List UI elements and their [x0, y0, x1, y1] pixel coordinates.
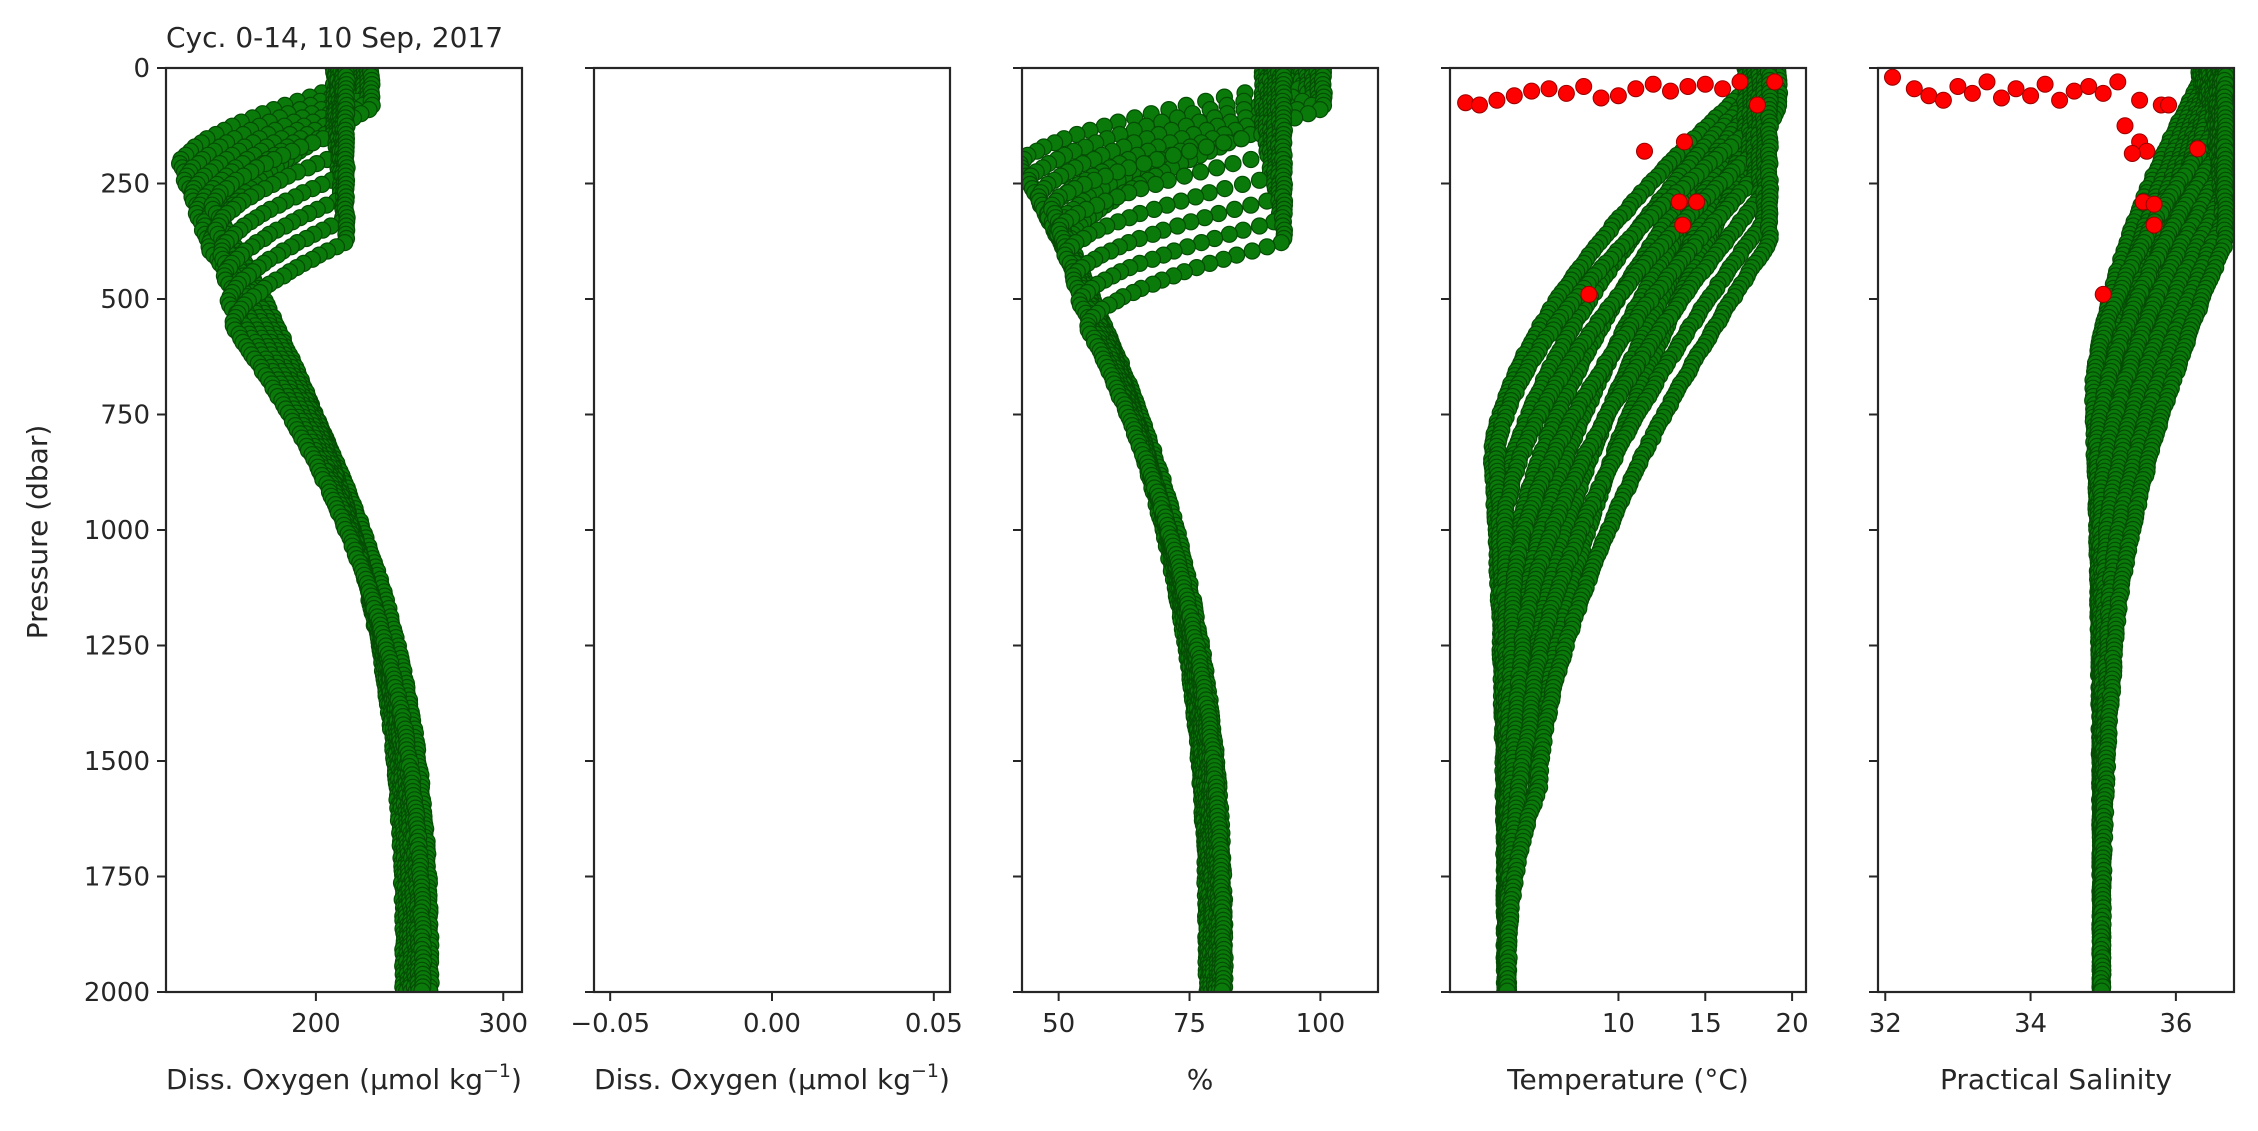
panel-doxy_raw: −0.05 0.00 0.05 Diss. Oxygen (μmol kg−1) — [570, 66, 963, 1096]
x-tick-label: −0.05 — [570, 1009, 650, 1039]
panel-doxy: 0 250 500 750 1000 1250 1500 1750 2000 200 300 Diss… — [84, 54, 528, 1096]
data-point — [1216, 180, 1234, 198]
y-tick-label: 2000 — [84, 978, 150, 1008]
data-point — [1242, 196, 1260, 214]
y-tick-label: 1750 — [84, 863, 150, 893]
data-point — [1242, 150, 1260, 169]
x-tick-label: 200 — [291, 1009, 341, 1039]
x-axis-label: Diss. Oxygen (μmol kg−1) — [594, 1060, 950, 1096]
data-point — [1146, 175, 1165, 193]
y-tick-label: 750 — [100, 401, 150, 431]
data-point — [1250, 171, 1269, 189]
data-point — [1225, 200, 1244, 218]
data-point — [1232, 130, 1251, 148]
points-doxy — [171, 68, 440, 992]
y-tick-label: 500 — [100, 285, 150, 315]
data-point — [1186, 188, 1205, 206]
points-o2sat — [1022, 68, 1333, 992]
panels: 0 250 500 750 1000 1250 1500 1750 2000 200 300 Diss… — [84, 54, 2236, 1096]
y-tick-label: 0 — [133, 54, 150, 84]
data-point — [1175, 167, 1194, 185]
y-axis-label: Pressure (dbar) — [21, 425, 54, 640]
data-point — [1233, 175, 1252, 193]
data-point — [1220, 225, 1238, 243]
data-point — [1208, 159, 1226, 177]
data-point — [1164, 146, 1183, 164]
data-point — [1224, 155, 1242, 173]
x-tick-label: 300 — [478, 1009, 528, 1039]
data-point — [1215, 134, 1233, 152]
panel-o2sat: 50 75 100% — [1013, 66, 1380, 1096]
data-point — [1197, 138, 1216, 156]
x-tick-label: 0.00 — [743, 1009, 801, 1039]
panel-frame — [592, 66, 952, 994]
chart-title: Cyc. 0-14, 10 Sep, 2017 — [166, 21, 503, 54]
y-tick-label: 1000 — [84, 516, 150, 546]
y-tick-label: 250 — [100, 170, 150, 200]
data-point — [1145, 200, 1163, 218]
y-tick-label: 1500 — [84, 747, 150, 777]
data-point — [1191, 163, 1210, 181]
data-point — [1168, 217, 1187, 235]
x-tick-label: 0.05 — [905, 1009, 963, 1039]
data-point — [1250, 217, 1269, 235]
x-axis-label: Diss. Oxygen (μmol kg−1) — [166, 1060, 522, 1096]
y-tick-label: 1250 — [84, 632, 150, 662]
data-point — [1180, 142, 1199, 160]
data-point — [1135, 155, 1153, 173]
